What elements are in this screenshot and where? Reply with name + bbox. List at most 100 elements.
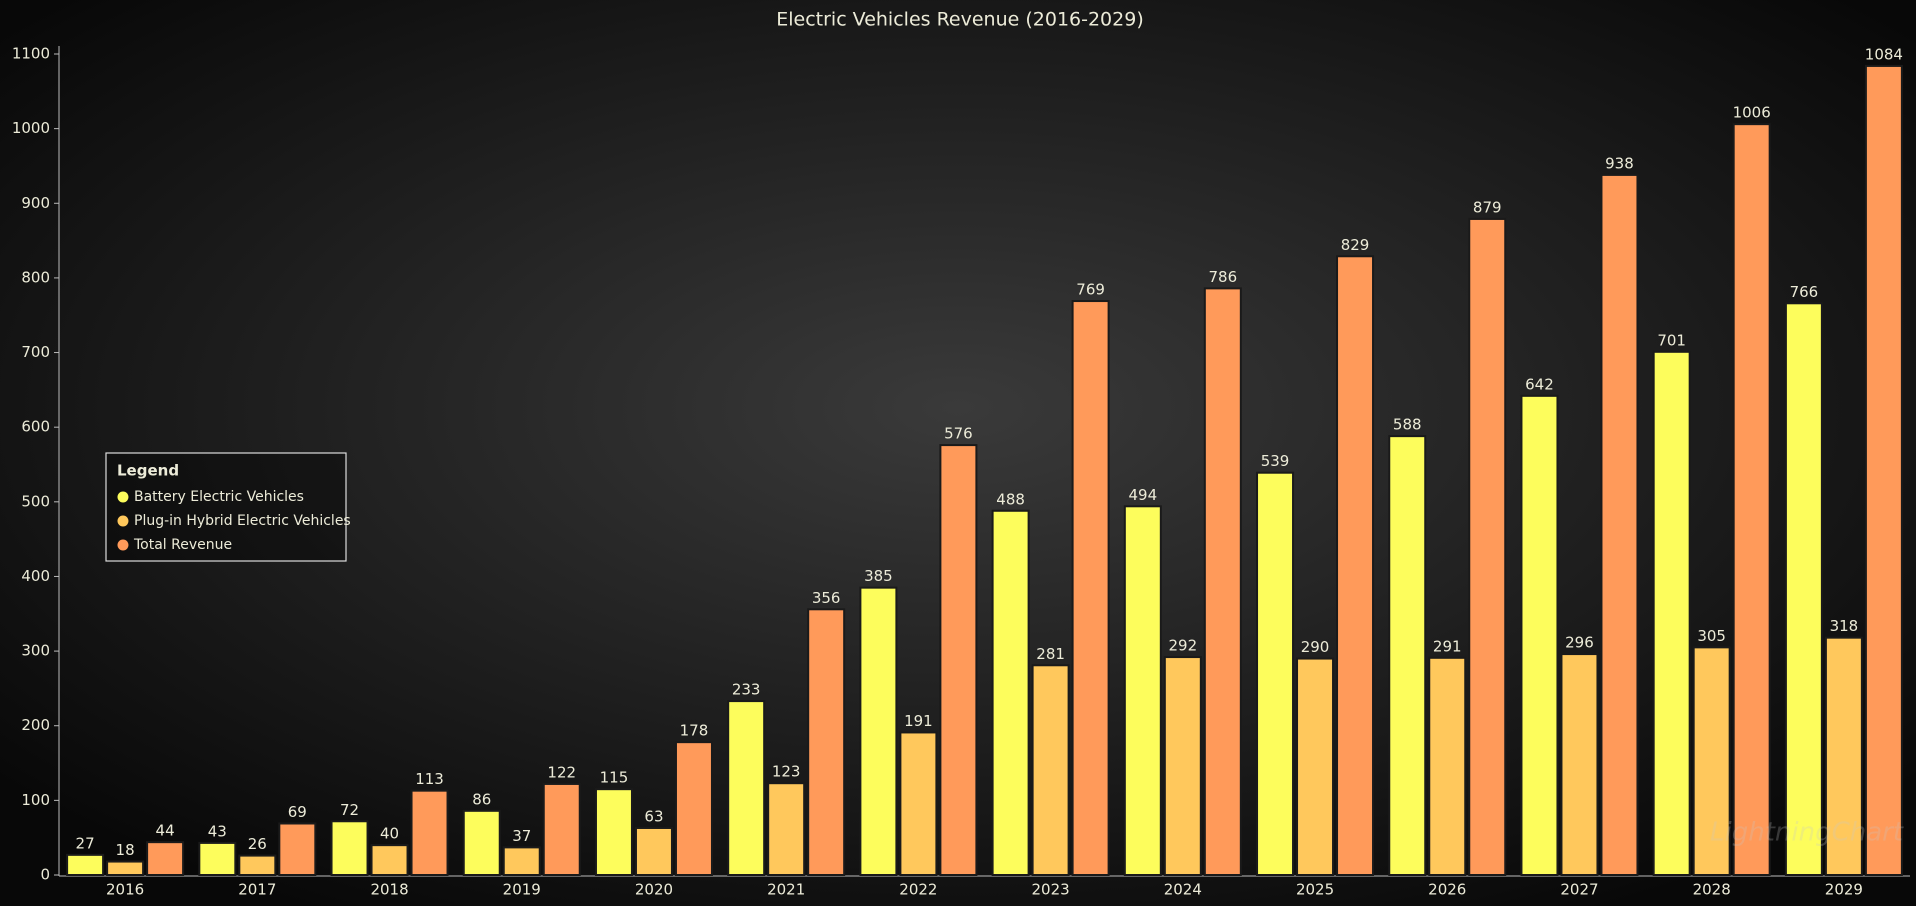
data-label: 786 <box>1209 268 1238 286</box>
bar <box>1824 636 1863 877</box>
bar <box>1428 656 1467 876</box>
y-tick-label: 1100 <box>12 45 50 63</box>
y-tick-label: 700 <box>21 343 50 361</box>
bar <box>502 846 541 876</box>
bar <box>106 860 145 876</box>
data-label: 576 <box>944 425 973 443</box>
bar <box>1864 64 1903 876</box>
x-tick-label: 2027 <box>1560 881 1598 899</box>
bar <box>66 853 105 877</box>
data-label: 113 <box>415 770 444 788</box>
x-tick-label: 2019 <box>503 881 541 899</box>
data-label: 290 <box>1301 638 1330 656</box>
data-label: 588 <box>1393 416 1422 434</box>
bar <box>674 741 713 876</box>
x-tick-label: 2023 <box>1032 881 1070 899</box>
data-label: 769 <box>1076 281 1105 299</box>
bar <box>634 826 673 876</box>
bar <box>238 854 277 876</box>
bar <box>1163 656 1202 877</box>
bar <box>278 822 317 877</box>
bar <box>727 700 766 877</box>
bar <box>462 809 501 877</box>
data-label: 296 <box>1565 634 1594 652</box>
legend-label: Total Revenue <box>133 537 232 553</box>
bar <box>1732 123 1771 876</box>
bar <box>1071 300 1110 876</box>
data-label: 829 <box>1341 236 1370 254</box>
data-label: 43 <box>208 822 227 840</box>
data-label: 291 <box>1433 637 1462 655</box>
bar <box>1468 217 1507 877</box>
bar <box>1520 394 1559 876</box>
bar <box>1256 471 1295 876</box>
data-label: 879 <box>1473 198 1502 216</box>
bar <box>767 782 806 876</box>
data-label: 69 <box>288 803 307 821</box>
data-label: 494 <box>1129 486 1158 504</box>
y-tick-label: 200 <box>21 716 50 734</box>
bar <box>991 509 1030 876</box>
bar <box>1560 653 1599 876</box>
x-tick-label: 2016 <box>106 881 144 899</box>
x-tick-label: 2018 <box>370 881 408 899</box>
data-label: 292 <box>1169 637 1198 655</box>
bar <box>542 782 581 877</box>
legend-swatch <box>117 515 129 527</box>
data-label: 18 <box>116 841 135 859</box>
bar <box>1388 435 1427 876</box>
watermark: LightningChart <box>1710 818 1904 848</box>
bar <box>410 789 449 876</box>
bar <box>899 731 938 876</box>
x-tick-label: 2021 <box>767 881 805 899</box>
y-tick-label: 800 <box>21 268 50 286</box>
data-label: 385 <box>864 567 893 585</box>
data-label: 63 <box>644 807 663 825</box>
data-label: 1084 <box>1865 45 1903 63</box>
data-label: 938 <box>1605 154 1634 172</box>
data-label: 356 <box>812 589 841 607</box>
x-tick-label: 2028 <box>1693 881 1731 899</box>
chart-title: Electric Vehicles Revenue (2016-2029) <box>776 9 1144 31</box>
data-label: 178 <box>680 722 709 740</box>
x-tick-label: 2029 <box>1825 881 1863 899</box>
y-tick-label: 400 <box>21 567 50 585</box>
data-label: 1006 <box>1733 104 1771 122</box>
bar <box>1692 646 1731 876</box>
bar <box>1203 287 1242 877</box>
bar <box>1336 255 1375 877</box>
bar <box>330 820 369 877</box>
data-label: 766 <box>1790 283 1819 301</box>
data-label: 26 <box>248 835 267 853</box>
y-tick-label: 300 <box>21 642 50 660</box>
data-label: 539 <box>1261 452 1290 470</box>
data-label: 37 <box>512 827 531 845</box>
data-label: 701 <box>1657 331 1686 349</box>
legend-box <box>105 452 347 562</box>
bar <box>594 788 633 876</box>
bar <box>1600 173 1639 877</box>
legend-swatch <box>117 491 129 503</box>
bar <box>1296 657 1335 877</box>
data-label: 305 <box>1697 627 1726 645</box>
data-label: 233 <box>732 681 761 699</box>
legend-title: Legend <box>117 462 179 480</box>
data-label: 281 <box>1036 645 1065 663</box>
data-label: 122 <box>547 763 576 781</box>
data-label: 44 <box>156 822 175 840</box>
bar <box>807 608 846 876</box>
bar <box>370 844 409 876</box>
data-label: 123 <box>772 763 801 781</box>
bar <box>1652 350 1691 877</box>
y-tick-label: 1000 <box>12 119 50 137</box>
y-tick-label: 600 <box>21 418 50 436</box>
data-label: 27 <box>76 834 95 852</box>
legend-swatch <box>117 539 129 551</box>
data-label: 642 <box>1525 375 1554 393</box>
bar <box>1784 302 1823 876</box>
x-tick-label: 2024 <box>1164 881 1202 899</box>
data-label: 318 <box>1830 617 1859 635</box>
legend-label: Battery Electric Vehicles <box>134 489 304 505</box>
x-tick-label: 2025 <box>1296 881 1334 899</box>
data-label: 86 <box>472 790 491 808</box>
